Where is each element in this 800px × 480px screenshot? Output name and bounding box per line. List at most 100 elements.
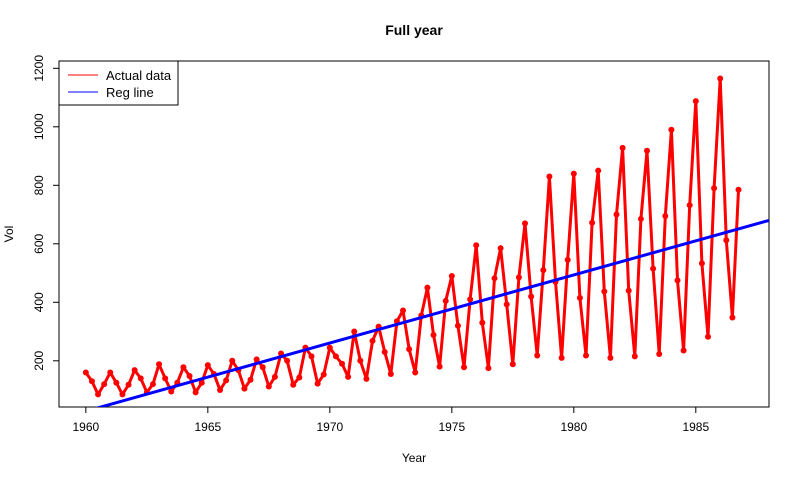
actual-data-point: [491, 275, 498, 282]
x-tick-label: 1960: [72, 420, 99, 434]
actual-data-point: [515, 274, 522, 281]
actual-data-point: [637, 215, 644, 222]
actual-data-point: [149, 381, 156, 388]
actual-data-point: [101, 381, 108, 388]
actual-data-point: [88, 378, 95, 385]
actual-data-point: [436, 363, 443, 370]
actual-data-point: [271, 373, 278, 380]
actual-data-point: [198, 379, 205, 386]
actual-data-point: [619, 144, 626, 151]
actual-data-point: [540, 267, 547, 274]
actual-data-point: [698, 260, 705, 267]
actual-data-point: [369, 337, 376, 344]
actual-data-point: [601, 288, 608, 295]
actual-data-point: [705, 333, 712, 340]
actual-data-point: [723, 237, 730, 244]
legend-box: [58, 60, 179, 106]
actual-data-point: [156, 361, 163, 368]
actual-data-point: [406, 346, 413, 353]
actual-data-point: [680, 347, 687, 354]
actual-data-point: [711, 185, 718, 192]
actual-data-point: [650, 265, 657, 272]
actual-data-point: [363, 375, 370, 382]
actual-data-point: [247, 376, 254, 383]
actual-data-point: [430, 332, 437, 339]
actual-data-point: [522, 220, 529, 227]
actual-data-point: [729, 314, 736, 321]
actual-data-point: [131, 367, 138, 374]
actual-data-point: [82, 369, 89, 376]
actual-data-point: [284, 357, 291, 364]
actual-data-point: [558, 354, 565, 361]
actual-data-point: [332, 353, 339, 360]
actual-data-point: [625, 287, 632, 294]
x-axis-label: Year: [402, 451, 426, 465]
actual-data-point: [485, 365, 492, 372]
actual-data-point: [546, 173, 553, 180]
actual-data-point: [119, 391, 126, 398]
actual-data-point: [290, 381, 297, 388]
actual-data-point: [662, 213, 669, 220]
actual-data-point: [613, 211, 620, 218]
actual-data-point: [308, 353, 315, 360]
plot-area: [82, 75, 769, 407]
y-tick-label: 1200: [32, 55, 46, 82]
actual-data-point: [265, 383, 272, 390]
actual-data-point: [717, 75, 724, 82]
actual-data-point: [326, 344, 333, 351]
actual-data-point: [259, 364, 266, 371]
actual-data-point: [387, 370, 394, 377]
actual-data-point: [168, 388, 175, 395]
actual-data-point: [607, 354, 614, 361]
x-tick-label: 1970: [316, 420, 343, 434]
actual-data-line: [84, 77, 741, 396]
actual-data-point: [442, 297, 449, 304]
actual-data-point: [509, 361, 516, 368]
actual-data-point: [631, 353, 638, 360]
actual-data-point: [400, 307, 407, 314]
actual-data-point: [95, 391, 102, 398]
actual-data-point: [448, 272, 455, 279]
actual-data-point: [253, 356, 260, 363]
actual-data-point: [381, 349, 388, 356]
actual-data-point: [137, 375, 144, 382]
actual-data-point: [528, 293, 535, 300]
actual-data-point: [113, 379, 120, 386]
actual-data-point: [412, 369, 419, 376]
legend-label-reg: Reg line: [106, 85, 154, 100]
actual-data-point: [217, 387, 224, 394]
actual-data-point: [162, 375, 169, 382]
plot-frame: [58, 60, 770, 408]
actual-data-point: [192, 389, 199, 396]
y-tick-label: 600: [32, 233, 46, 253]
legend: Actual data Reg line: [58, 60, 179, 106]
actual-data-point: [534, 352, 541, 359]
actual-data-point: [503, 301, 510, 308]
actual-data-point: [320, 371, 327, 378]
actual-data-point: [107, 369, 114, 376]
x-tick-label: 1975: [438, 420, 465, 434]
actual-data-point: [314, 380, 321, 387]
x-tick-label: 1980: [560, 420, 587, 434]
actual-data-point: [583, 352, 590, 359]
actual-data-point: [229, 357, 236, 364]
actual-data-point: [345, 373, 352, 380]
actual-data-point: [576, 294, 583, 301]
y-axis: 200 400 600 800 1000 1200: [32, 55, 60, 371]
actual-data-point: [668, 126, 675, 133]
actual-data-point: [570, 170, 577, 177]
chart-title: Full year: [385, 22, 443, 38]
y-tick-label: 200: [32, 350, 46, 370]
actual-data-point: [656, 351, 663, 358]
actual-data-point: [357, 357, 364, 364]
actual-data-point: [692, 98, 699, 105]
actual-data-point: [644, 147, 651, 154]
actual-data-point: [735, 186, 742, 193]
actual-data-point: [589, 219, 596, 226]
regression-line: [95, 218, 769, 407]
y-tick-label: 1000: [32, 113, 46, 140]
actual-data-point: [125, 381, 132, 388]
actual-data-point: [479, 319, 486, 326]
x-tick-label: 1985: [682, 420, 709, 434]
